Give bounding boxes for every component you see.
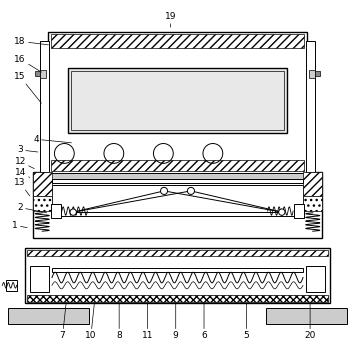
Bar: [306, 266, 325, 292]
Bar: [30, 266, 49, 292]
Bar: [26, 248, 329, 303]
Text: 16: 16: [15, 55, 42, 72]
Bar: [6, 280, 17, 291]
Text: 19: 19: [165, 12, 176, 27]
Bar: [35, 71, 40, 76]
Bar: [51, 160, 304, 171]
Text: 5: 5: [244, 303, 249, 340]
Text: 18: 18: [15, 37, 48, 46]
Bar: [71, 71, 284, 130]
Text: 1: 1: [12, 221, 27, 230]
Bar: [8, 308, 89, 324]
Bar: [40, 41, 49, 172]
Text: 15: 15: [15, 72, 42, 103]
Bar: [52, 268, 303, 272]
Text: 4: 4: [33, 135, 71, 144]
Bar: [303, 196, 322, 211]
Bar: [48, 33, 307, 174]
Bar: [68, 68, 287, 133]
Bar: [52, 179, 303, 184]
Text: 11: 11: [142, 303, 153, 340]
Text: 12: 12: [15, 157, 34, 169]
Text: 2: 2: [17, 203, 47, 213]
Text: 7: 7: [60, 303, 66, 340]
Bar: [40, 70, 46, 79]
Bar: [266, 308, 347, 324]
Bar: [40, 173, 315, 180]
Text: 13: 13: [15, 178, 30, 196]
Bar: [294, 204, 304, 218]
Bar: [27, 250, 328, 256]
Bar: [309, 70, 315, 79]
Text: 20: 20: [305, 303, 316, 340]
Circle shape: [160, 188, 168, 194]
Text: 3: 3: [17, 146, 38, 154]
Bar: [52, 185, 303, 216]
Bar: [33, 172, 322, 237]
Bar: [33, 172, 52, 196]
Text: 14: 14: [15, 168, 30, 177]
Text: 8: 8: [116, 303, 122, 340]
Bar: [33, 196, 52, 211]
Circle shape: [70, 209, 76, 215]
Text: 9: 9: [173, 303, 179, 340]
Circle shape: [187, 188, 195, 194]
Text: 10: 10: [85, 303, 97, 340]
Bar: [51, 34, 304, 48]
Bar: [27, 295, 328, 302]
Text: 6: 6: [201, 303, 207, 340]
Bar: [303, 172, 322, 196]
Bar: [51, 204, 61, 218]
Bar: [306, 41, 315, 172]
Bar: [315, 71, 320, 76]
Circle shape: [279, 209, 285, 215]
